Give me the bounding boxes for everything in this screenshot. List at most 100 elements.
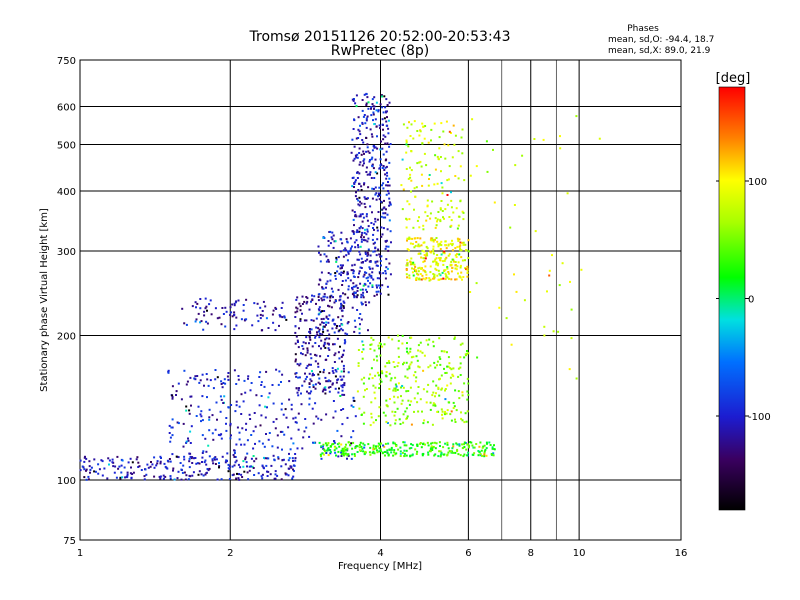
data-point	[382, 138, 385, 141]
data-point	[360, 153, 363, 156]
data-point	[359, 133, 362, 136]
data-point	[363, 411, 366, 414]
data-point	[332, 400, 335, 402]
data-point	[355, 137, 358, 140]
data-point	[397, 355, 400, 358]
data-point	[328, 372, 331, 375]
data-point	[465, 249, 468, 252]
data-point	[167, 371, 170, 374]
data-point	[298, 302, 301, 305]
data-point	[357, 203, 360, 206]
data-point	[356, 156, 359, 159]
data-point	[337, 351, 340, 354]
data-point	[435, 269, 438, 271]
data-point	[427, 444, 430, 447]
data-point	[106, 477, 109, 480]
data-point	[389, 424, 392, 427]
data-point	[373, 349, 376, 352]
data-point	[252, 467, 255, 469]
data-point	[370, 107, 372, 110]
data-point	[446, 267, 449, 270]
data-point	[360, 236, 363, 239]
data-point	[196, 375, 199, 377]
data-point	[345, 249, 348, 252]
data-point	[317, 373, 320, 376]
cluster-low-E-trace	[79, 455, 297, 481]
data-point	[342, 270, 345, 273]
data-point	[358, 227, 361, 230]
data-point	[351, 185, 354, 188]
data-point	[379, 292, 382, 295]
data-point	[371, 165, 374, 168]
data-point	[356, 309, 359, 311]
data-point	[373, 391, 376, 394]
data-point	[372, 119, 374, 122]
data-point	[275, 418, 278, 421]
data-point	[395, 385, 398, 388]
data-point	[351, 306, 354, 309]
colorbar-label: [deg]	[716, 71, 751, 86]
data-point	[380, 215, 383, 218]
data-point	[439, 220, 442, 223]
data-point	[315, 415, 318, 418]
data-point	[283, 315, 286, 318]
data-point	[325, 321, 328, 324]
data-point	[175, 390, 178, 393]
data-point	[83, 468, 86, 471]
data-point	[446, 266, 449, 269]
data-point	[355, 296, 358, 299]
data-point	[410, 169, 413, 172]
data-point	[462, 276, 465, 278]
data-point	[285, 416, 288, 419]
data-point	[327, 442, 330, 445]
data-point	[375, 254, 378, 257]
data-point	[367, 186, 370, 189]
data-point	[219, 410, 222, 413]
data-point	[203, 384, 205, 387]
data-point	[465, 420, 468, 423]
data-point	[385, 124, 388, 127]
data-point	[488, 441, 491, 444]
data-point	[376, 264, 379, 267]
data-point	[112, 465, 115, 468]
data-point	[361, 303, 364, 306]
data-point	[371, 197, 374, 200]
data-point	[370, 133, 373, 136]
data-point	[463, 382, 466, 385]
data-point	[478, 445, 481, 448]
data-point	[294, 353, 297, 356]
data-point	[452, 367, 455, 370]
data-point	[405, 269, 408, 271]
data-point	[94, 470, 97, 473]
data-point	[249, 418, 252, 420]
data-point	[277, 383, 280, 386]
data-point	[410, 257, 413, 260]
y-tick-label: 75	[63, 536, 76, 547]
data-point	[444, 398, 447, 401]
data-point	[406, 376, 409, 379]
data-point	[432, 260, 435, 263]
data-point	[340, 435, 343, 438]
data-point	[356, 177, 359, 179]
data-point	[492, 454, 495, 457]
data-point	[491, 447, 494, 450]
data-point	[450, 199, 453, 202]
data-point	[168, 458, 171, 460]
data-point	[382, 227, 385, 230]
data-point	[331, 367, 334, 370]
data-point	[331, 443, 334, 446]
data-point	[359, 200, 361, 203]
data-point	[316, 331, 318, 334]
data-point	[358, 163, 361, 166]
data-point	[358, 215, 361, 218]
data-point	[340, 318, 343, 321]
data-point	[162, 477, 165, 480]
data-point	[340, 327, 343, 330]
data-point	[374, 217, 377, 220]
data-point	[446, 276, 449, 279]
data-point	[362, 344, 365, 346]
data-point	[458, 275, 461, 278]
data-point	[569, 280, 571, 283]
data-point	[337, 450, 340, 453]
data-point	[188, 460, 191, 463]
